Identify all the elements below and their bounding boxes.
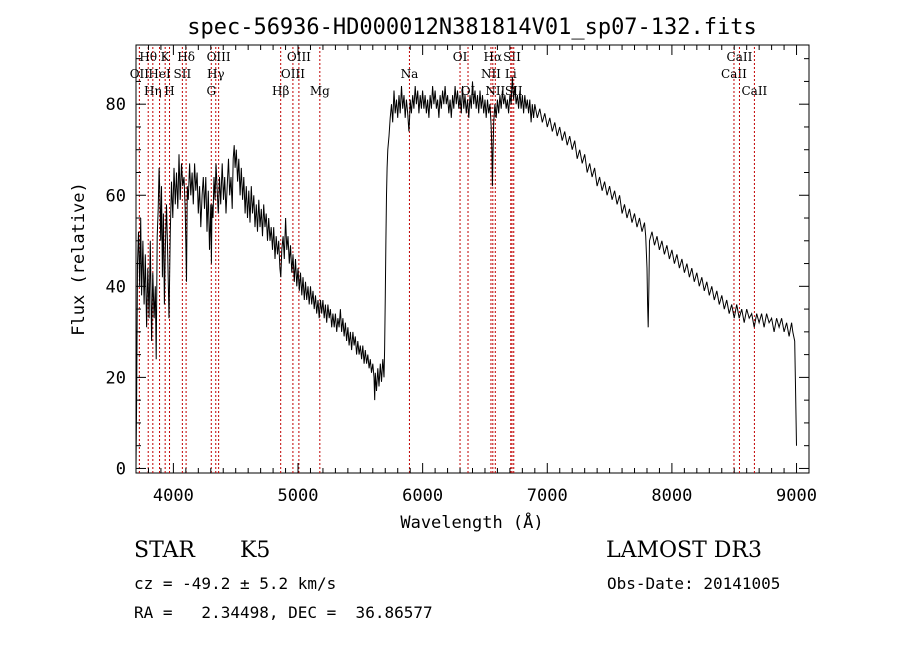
coordinates-text: RA = 2.34498, DEC = 36.86577 [134,603,433,622]
line-marker-label-6: SII [174,67,192,81]
line-marker-label-1: Hθ [139,50,157,64]
y-axis-label: Flux (relative) [69,182,89,336]
y-tick-label-0: 0 [116,459,126,479]
y-axis: 0 20 40 60 80 [106,58,809,479]
x-tick-label-9000: 9000 [776,486,817,506]
line-marker-label-7: Hδ [177,50,195,64]
y-tick-label-40: 40 [106,277,126,297]
line-marker-label-2: Hη [144,84,162,98]
line-marker-label-26: CaII [741,84,767,98]
line-marker-label-10: OIII [207,50,231,64]
line-marker-label-12: OIII [281,67,305,81]
x-axis: 4000 5000 6000 7000 8000 9000 [135,45,817,506]
line-marker-label-3: HeI [148,67,171,81]
x-tick-label-8000: 8000 [651,486,692,506]
y-tick-label-80: 80 [106,95,126,115]
line-marker-label-8: G [206,84,216,98]
x-tick-label-5000: 5000 [278,486,319,506]
line-marker-label-20: NII [485,84,505,98]
line-marker-label-4: K [161,50,171,64]
observation-date: Obs-Date: 20141005 [607,574,781,593]
line-marker-label-19: Hα [484,50,503,64]
line-marker-label-18: NII [481,67,501,81]
line-marker-label-22: SII [503,50,521,64]
x-axis-label: Wavelength (Å) [400,511,543,533]
spectrum-line [135,76,797,469]
line-marker-label-13: OIII [287,50,311,64]
survey-name: LAMOST DR3 [606,538,762,563]
x-tick-label-7000: 7000 [527,486,568,506]
object-subclass: K5 [240,538,271,563]
line-marker-label-15: Na [401,67,419,81]
y-tick-label-60: 60 [106,186,126,206]
chart-title: spec-56936-HD000012N381814V01_sp07-132.f… [187,15,757,40]
line-marker-label-24: CaII [721,67,747,81]
plot-frame [135,44,810,474]
redshift-text: cz = -49.2 ± 5.2 km/s [134,574,337,593]
line-marker-label-0: OII [130,67,150,81]
object-class: STAR [134,538,195,563]
x-tick-label-4000: 4000 [153,486,194,506]
x-tick-label-6000: 6000 [402,486,443,506]
line-marker-label-23: SII [505,84,523,98]
line-marker-label-5: H [164,84,174,98]
line-marker-label-25: CaII [727,50,753,64]
y-tick-label-20: 20 [106,368,126,388]
line-marker-label-14: Mg [310,84,330,98]
line-marker-label-9: Hγ [207,67,225,81]
line-marker-label-21: Li [505,67,517,81]
line-marker-label-11: Hβ [272,84,289,98]
line-marker-label-16: OI [453,50,468,64]
